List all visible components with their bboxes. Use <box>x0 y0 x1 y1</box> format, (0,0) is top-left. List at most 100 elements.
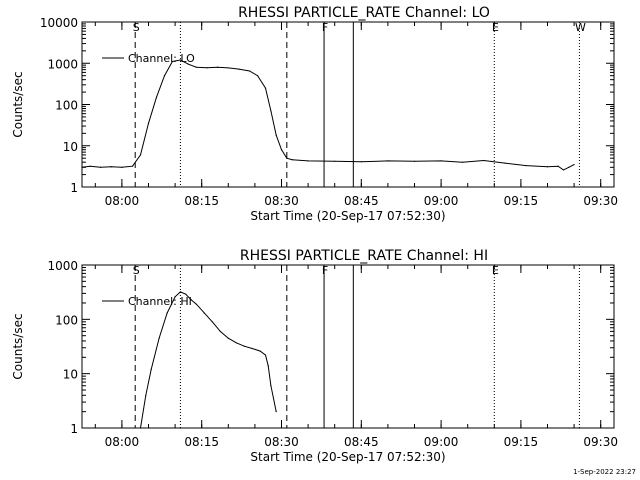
y-axis-label: Counts/sec <box>11 71 25 137</box>
data-point <box>195 66 197 68</box>
data-point <box>264 354 267 356</box>
data-point <box>291 159 293 161</box>
data-point <box>483 159 485 162</box>
data-point <box>155 96 158 98</box>
y-tick-label: 10 <box>63 368 78 382</box>
event-marker-label: E <box>492 264 499 277</box>
x-tick-label: 08:00 <box>105 435 140 449</box>
data-point <box>573 163 575 166</box>
data-point <box>334 160 336 162</box>
y-tick-label: 1 <box>70 181 78 195</box>
plot-frame <box>81 21 615 188</box>
legend-label: Channel: LO <box>128 52 195 65</box>
data-point <box>251 347 253 350</box>
data-point <box>259 350 261 352</box>
data-point <box>100 166 102 168</box>
y-tick-label: 100 <box>55 99 78 113</box>
data-point <box>166 312 168 314</box>
data-point <box>145 394 147 396</box>
data-point <box>504 162 506 164</box>
event-marker-label: S <box>133 21 140 34</box>
data-point <box>185 293 187 295</box>
data-point <box>270 385 272 387</box>
data-point <box>264 87 267 89</box>
data-point <box>139 154 142 156</box>
data-point <box>275 134 277 136</box>
data-point <box>147 122 150 124</box>
data-point <box>195 303 197 305</box>
y-tick-label: 10 <box>63 140 78 154</box>
x-axis-label: Start Time (20-Sep-17 07:52:30) <box>250 209 445 223</box>
data-point <box>235 342 237 344</box>
data-point <box>267 365 269 367</box>
data-point <box>81 166 83 168</box>
data-point <box>387 160 389 162</box>
x-tick-label: 09:30 <box>583 194 618 208</box>
data-point <box>110 166 112 168</box>
data-series-line <box>140 291 277 429</box>
x-tick-label: 08:15 <box>184 194 219 208</box>
data-point <box>139 427 142 429</box>
x-tick-label: 09:15 <box>504 435 539 449</box>
data-point <box>211 321 213 323</box>
x-axis-label: Start Time (20-Sep-17 07:52:30) <box>250 450 445 464</box>
data-point <box>557 165 559 167</box>
chart-panel-2: RHESSI PARTICLE_RATE Channel: HI Counts/s… <box>11 248 618 464</box>
chart-title: RHESSI PARTICLE_RATE Channel: HI <box>240 248 488 264</box>
event-marker-label: E <box>492 21 499 34</box>
data-point <box>440 160 442 162</box>
data-point <box>179 59 182 61</box>
chart-panel-1: RHESSI PARTICLE_RATE Channel: LO Counts/s… <box>11 5 618 223</box>
data-point <box>360 161 362 163</box>
data-point <box>461 161 463 163</box>
data-point <box>187 63 189 65</box>
y-tick-label: 1000 <box>47 259 78 273</box>
data-point <box>163 75 166 77</box>
y-axis-label: Counts/sec <box>11 313 25 379</box>
legend-label: Channel: HI <box>128 295 192 308</box>
event-marker-label: F <box>322 264 328 277</box>
x-tick-label: 09:00 <box>424 194 459 208</box>
data-point <box>121 166 123 168</box>
y-tick-label: 1 <box>70 422 78 436</box>
data-point <box>158 337 160 339</box>
data-point <box>286 157 288 159</box>
data-point <box>546 166 549 168</box>
data-point <box>131 165 134 167</box>
data-point <box>203 312 205 314</box>
data-point <box>525 165 527 167</box>
plot-frame <box>81 264 615 429</box>
data-point <box>243 345 245 347</box>
x-tick-label: 08:45 <box>344 435 379 449</box>
data-point <box>219 330 221 332</box>
data-point <box>206 67 208 69</box>
x-tick-label: 09:15 <box>504 194 539 208</box>
chart-title: RHESSI PARTICLE_RATE Channel: LO <box>238 5 490 21</box>
data-point <box>413 160 416 162</box>
x-tick-label: 08:45 <box>344 194 379 208</box>
x-tick-label: 08:00 <box>105 194 140 208</box>
data-point <box>150 368 152 370</box>
data-point <box>238 68 240 70</box>
data-point <box>190 299 192 301</box>
event-marker-label: W <box>575 21 586 34</box>
data-point <box>307 160 309 162</box>
footer-timestamp: 1-Sep-2022 23:27 <box>573 468 636 476</box>
event-marker-label: S <box>133 264 140 277</box>
data-point <box>256 75 259 77</box>
x-tick-label: 09:00 <box>424 435 459 449</box>
x-tick-label: 08:30 <box>264 194 299 208</box>
y-tick-label: 100 <box>55 313 78 327</box>
data-point <box>562 169 565 171</box>
data-series-line <box>81 59 575 171</box>
data-point <box>568 166 570 168</box>
data-point <box>275 411 277 413</box>
data-point <box>179 291 182 293</box>
y-tick-label: 1000 <box>47 57 78 71</box>
data-point <box>89 165 91 167</box>
data-point <box>171 60 174 63</box>
data-point <box>227 337 229 339</box>
data-point <box>280 149 283 151</box>
data-point <box>227 67 229 69</box>
